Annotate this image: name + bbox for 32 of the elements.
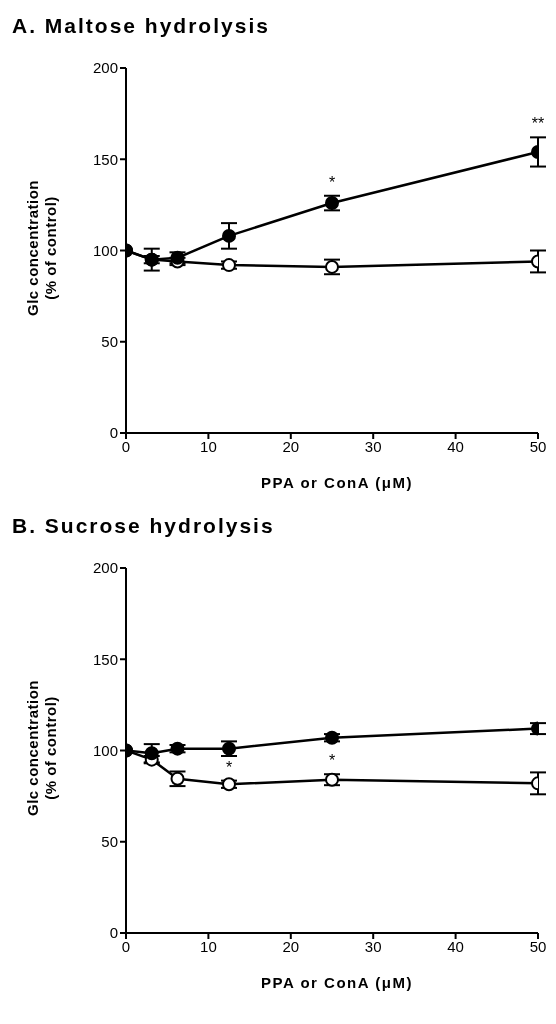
y-tick-label: 50 — [101, 833, 118, 851]
x-tick-label: 30 — [364, 437, 382, 455]
annotation: * — [328, 173, 336, 191]
x-tick-label: 50 — [529, 937, 547, 955]
y-tick-label: 0 — [109, 924, 118, 942]
x-tick-label: 40 — [447, 437, 464, 455]
y-tick-label: 100 — [92, 241, 118, 259]
y-tick-label: 150 — [92, 150, 118, 168]
x-axis-title: PPA or ConA (μM) — [260, 974, 414, 991]
annotation: * — [225, 758, 233, 776]
y-tick-label: 0 — [109, 424, 118, 442]
x-tick-label: 20 — [282, 437, 300, 455]
chart-title: A. Maltose hydrolysis — [12, 14, 270, 38]
x-axis-title: PPA or ConA (μM) — [260, 474, 414, 491]
y-tick-label: 200 — [92, 559, 118, 577]
x-tick-label: 10 — [200, 937, 217, 955]
x-tick-label: 20 — [282, 937, 300, 955]
x-tick-label: 10 — [200, 437, 217, 455]
y-tick-label: 100 — [92, 741, 118, 759]
x-tick-label: 50 — [529, 437, 547, 455]
y-axis-title: Glc concentration (% of control) — [24, 179, 60, 317]
x-tick-label: 30 — [364, 937, 382, 955]
annotation: * — [328, 752, 336, 770]
x-tick-label: 40 — [447, 937, 464, 955]
chart-title: B. Sucrose hydrolysis — [12, 514, 275, 538]
y-tick-label: 150 — [92, 650, 118, 668]
x-tick-label: 0 — [121, 437, 131, 455]
y-axis-title: Glc concentration (% of control) — [24, 679, 60, 817]
annotation: ** — [531, 115, 545, 133]
y-tick-label: 200 — [92, 59, 118, 77]
y-tick-label: 50 — [101, 333, 118, 351]
x-tick-label: 0 — [121, 937, 131, 955]
